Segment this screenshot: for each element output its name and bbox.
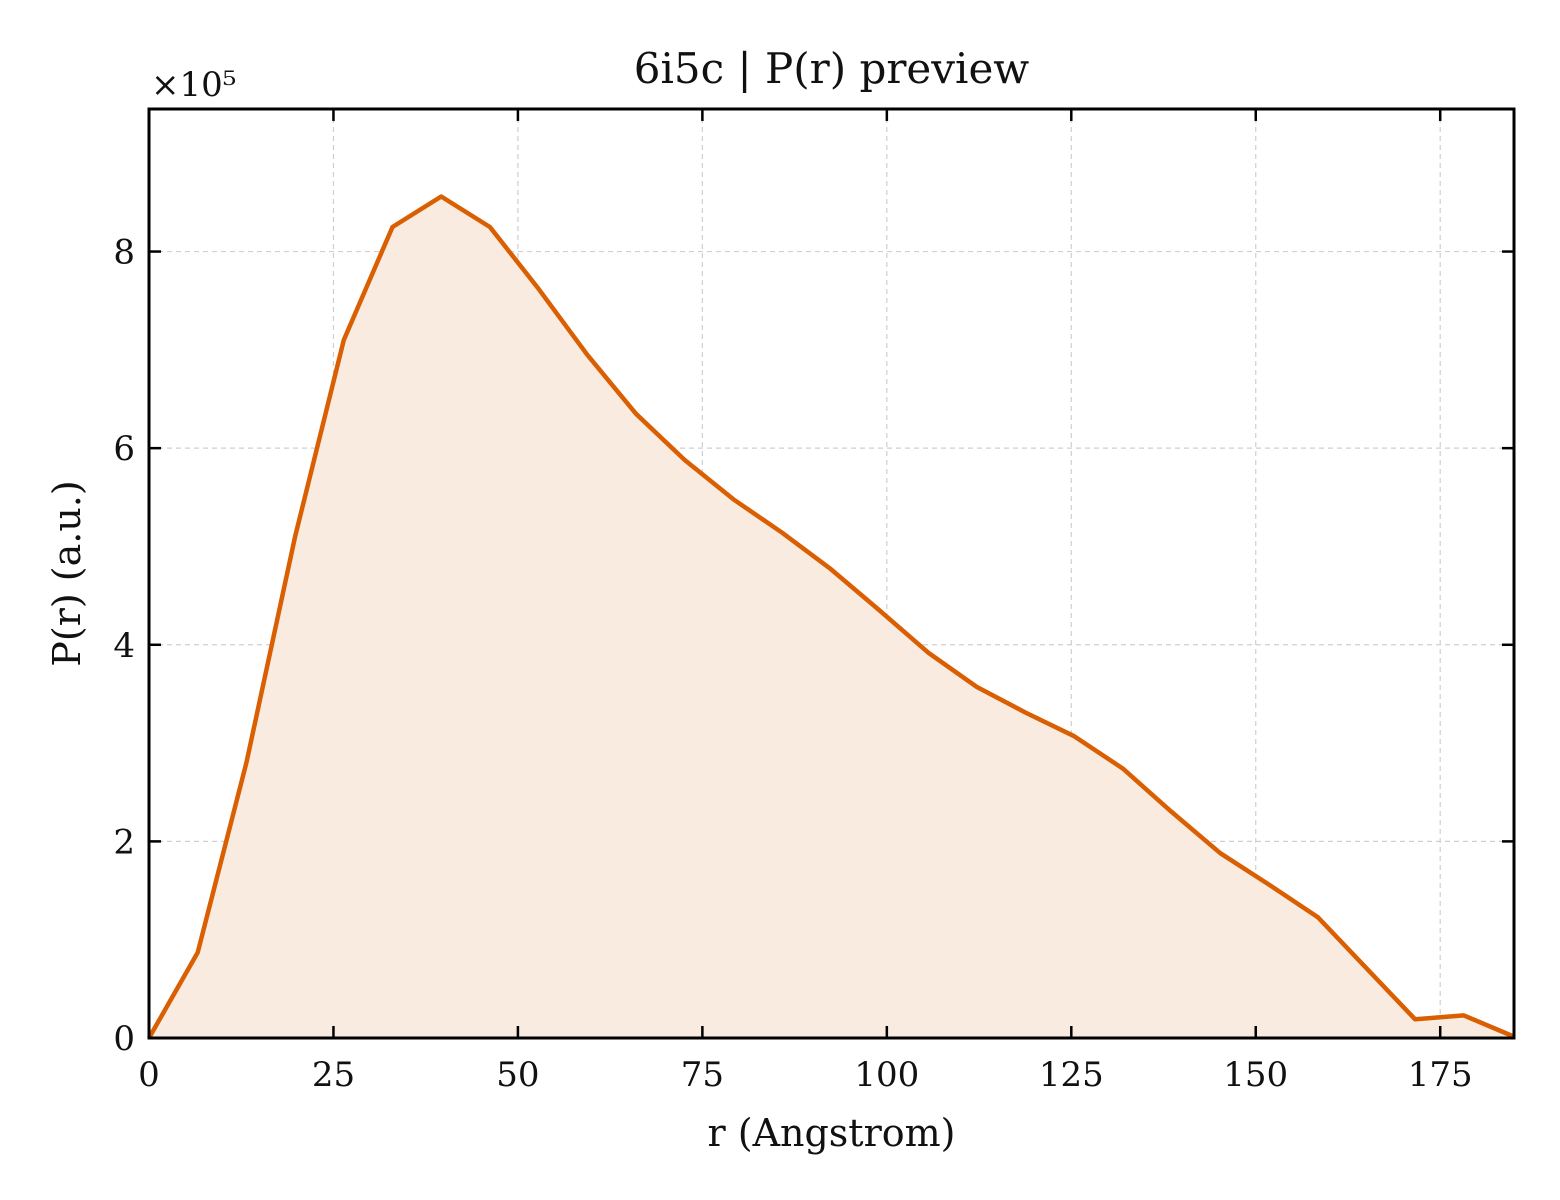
y-tick-label: 4 [113, 626, 135, 666]
chart-title: 6i5c | P(r) preview [634, 44, 1030, 93]
y-tick-label: 2 [113, 822, 135, 862]
x-axis-label: r (Angstrom) [708, 1111, 956, 1155]
y-offset-label: ×10⁵ [151, 65, 236, 105]
x-tick-label: 175 [1408, 1055, 1473, 1095]
y-tick-label: 6 [113, 429, 135, 469]
x-tick-label: 100 [854, 1055, 919, 1095]
x-tick-label: 25 [312, 1055, 355, 1095]
y-tick-label: 0 [113, 1019, 135, 1059]
x-tick-label: 125 [1039, 1055, 1104, 1095]
x-tick-label: 50 [496, 1055, 539, 1095]
y-axis-label: P(r) (a.u.) [45, 480, 89, 666]
area-fill [149, 196, 1513, 1038]
y-tick-label: 8 [113, 233, 135, 273]
ticks: 0 25 50 75 100 125 150 175 0 2 4 6 8 [113, 109, 1514, 1095]
x-tick-label: 0 [138, 1055, 160, 1095]
plot-frame [147, 107, 1516, 1040]
x-tick-label: 75 [681, 1055, 724, 1095]
series-line [147, 194, 1514, 1040]
x-tick-label: 150 [1223, 1055, 1288, 1095]
